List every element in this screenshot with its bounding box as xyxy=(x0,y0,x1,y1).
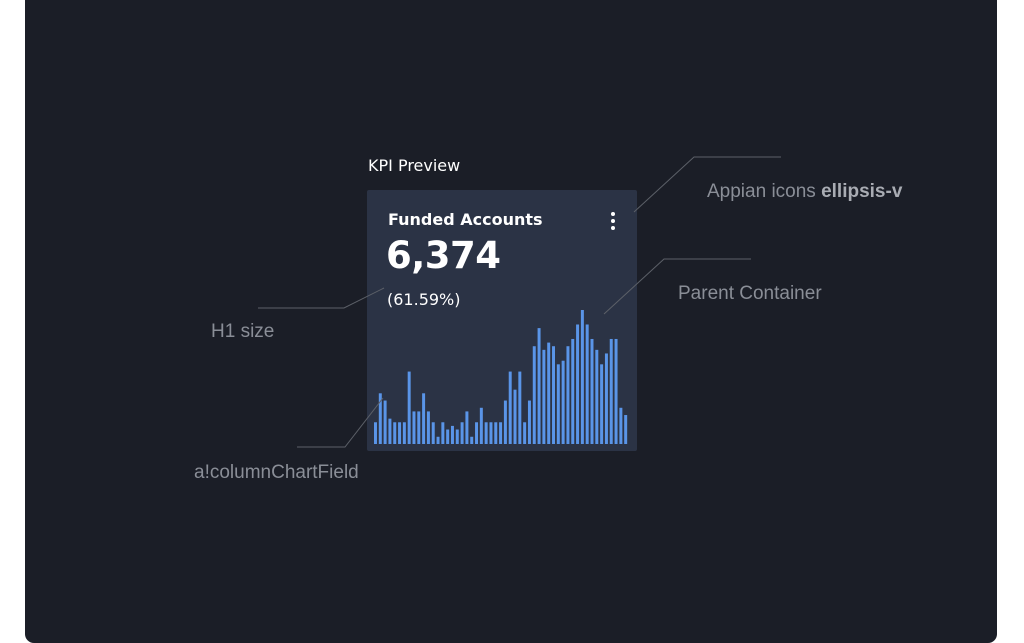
chart-bar xyxy=(503,400,507,444)
chart-bar xyxy=(426,411,430,444)
chart-bar xyxy=(513,389,517,444)
chart-bar xyxy=(494,422,498,444)
chart-bar xyxy=(383,400,387,444)
chart-bar xyxy=(547,342,551,444)
chart-bar xyxy=(489,422,493,444)
chart-bar xyxy=(585,324,589,444)
chart-bar xyxy=(470,436,474,444)
chart-bar xyxy=(446,429,450,444)
chart-bar xyxy=(580,310,584,444)
chart-bar xyxy=(571,338,575,444)
chart-bar xyxy=(484,422,488,444)
chart-bar xyxy=(518,371,522,444)
chart-bar xyxy=(475,422,479,444)
kpi-value: 6,374 xyxy=(386,234,501,277)
chart-bar xyxy=(614,338,618,444)
chart-bar xyxy=(499,422,503,444)
chart-bar xyxy=(417,411,421,444)
annotation-icons: Appian icons ellipsis-v xyxy=(707,181,902,203)
column-chart xyxy=(374,310,628,444)
chart-bar xyxy=(422,393,426,444)
chart-bar xyxy=(374,422,377,444)
chart-bar xyxy=(378,393,382,444)
chart-bar xyxy=(460,422,464,444)
chart-bar xyxy=(576,324,580,444)
chart-bar xyxy=(590,338,594,444)
chart-bar xyxy=(431,422,435,444)
chart-bar xyxy=(604,353,608,444)
annotation-h1: H1 size xyxy=(211,321,275,342)
chart-bar xyxy=(388,418,392,444)
chart-bar xyxy=(532,346,536,444)
chart-bar xyxy=(600,364,604,444)
annotation-icons-name: ellipsis-v xyxy=(821,181,903,202)
chart-bar xyxy=(537,328,541,444)
kpi-preview-label: KPI Preview xyxy=(368,156,461,175)
chart-bar xyxy=(508,371,512,444)
chart-bar xyxy=(465,411,469,444)
chart-bar xyxy=(556,364,560,444)
chart-bar xyxy=(624,415,628,444)
ellipsis-dot xyxy=(611,219,615,223)
chart-bar xyxy=(479,407,483,444)
chart-bar xyxy=(619,407,623,444)
chart-bar xyxy=(402,422,406,444)
chart-bar xyxy=(542,349,546,444)
chart-bar xyxy=(407,371,411,444)
chart-bar xyxy=(393,422,397,444)
chart-bar xyxy=(450,425,454,444)
chart-bar xyxy=(436,436,440,444)
card-title: Funded Accounts xyxy=(388,210,543,229)
chart-bar xyxy=(398,422,402,444)
annotation-parent: Parent Container xyxy=(678,283,822,304)
annotation-icons-prefix: Appian icons xyxy=(707,181,816,202)
chart-bar xyxy=(561,360,565,444)
chart-bar xyxy=(412,411,416,444)
chart-bar xyxy=(455,429,459,444)
ellipsis-dot xyxy=(611,212,615,216)
kpi-card: Funded Accounts 6,374 (61.59%) xyxy=(367,190,637,451)
annotation-chart-field: a!columnChartField xyxy=(194,462,359,483)
chart-bar xyxy=(595,349,599,444)
chart-bar xyxy=(609,338,613,444)
ellipsis-dot xyxy=(611,226,615,230)
ellipsis-v-icon[interactable] xyxy=(605,210,621,232)
chart-bar xyxy=(527,400,531,444)
kpi-percent: (61.59%) xyxy=(387,290,461,309)
chart-bar xyxy=(552,346,555,444)
chart-bar xyxy=(523,422,527,444)
chart-bar xyxy=(566,346,570,444)
chart-bar xyxy=(441,422,445,444)
